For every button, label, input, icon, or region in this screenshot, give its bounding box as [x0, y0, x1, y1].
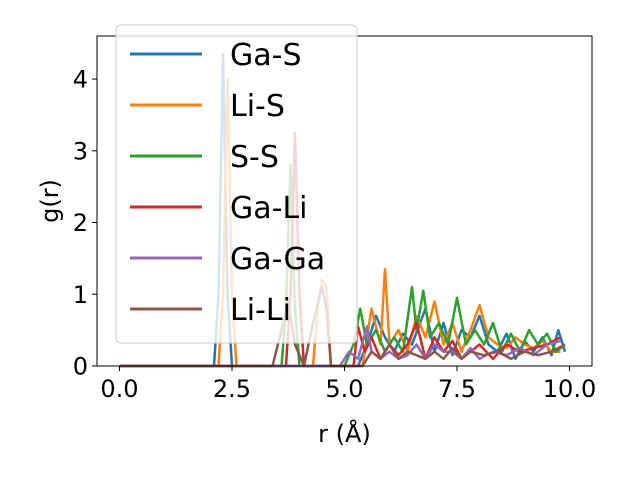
series-line-5	[119, 285, 566, 368]
x-tick-label: 2.5	[213, 375, 251, 403]
y-axis: 0 1 2 3 4	[73, 66, 97, 381]
y-tick-label: 0	[73, 353, 88, 381]
legend-label: Ga-S	[230, 38, 302, 73]
legend-label: S-S	[230, 140, 279, 175]
legend: Ga-S Li-S S-S Ga-Li Ga-Ga Li-Li	[115, 24, 358, 344]
y-tick-label: 1	[73, 281, 88, 309]
legend-label: Ga-Li	[230, 191, 308, 226]
y-tick-label: 3	[73, 137, 88, 165]
x-tick-label: 10.0	[543, 375, 596, 403]
x-tick-label: 7.5	[438, 375, 476, 403]
legend-label: Li-Li	[230, 293, 291, 328]
y-tick-label: 2	[73, 209, 88, 237]
series-line-4	[119, 325, 561, 368]
x-tick-label: 0.0	[100, 375, 138, 403]
y-tick-label: 4	[73, 66, 88, 94]
x-axis: 0.0 2.5 5.0 7.5 10.0	[100, 366, 596, 403]
series-line-0	[119, 52, 567, 368]
y-axis-label: g(r)	[36, 179, 64, 223]
legend-items: Ga-S Li-S S-S Ga-Li Ga-Ga Li-Li	[130, 38, 325, 328]
x-tick-label: 5.0	[325, 375, 363, 403]
x-axis-label: r (Å)	[318, 419, 371, 448]
legend-label: Ga-Ga	[230, 242, 325, 277]
legend-label: Li-S	[230, 89, 285, 124]
